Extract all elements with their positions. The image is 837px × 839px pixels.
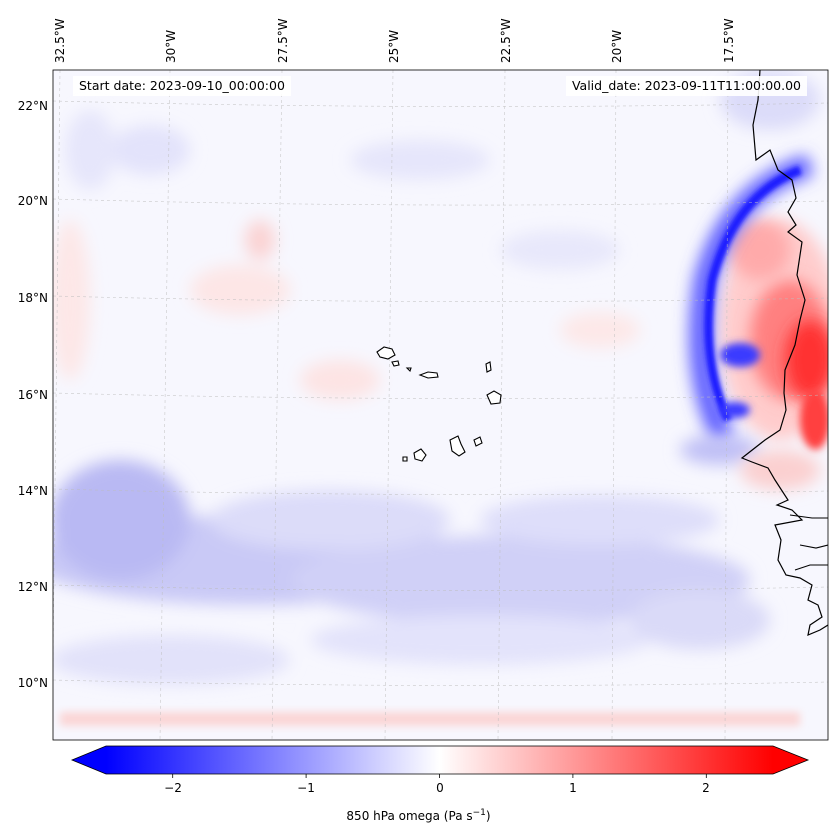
colorbar-outline xyxy=(70,745,810,775)
lon-label-17-5w: 17.5°W xyxy=(722,18,736,63)
lat-label-20n: 20°N xyxy=(17,194,48,208)
island-fogo xyxy=(413,448,427,462)
island-sal xyxy=(485,361,492,373)
island-santo-antao xyxy=(376,346,396,360)
colorbar-tick-label: 2 xyxy=(702,781,710,795)
colorbar-tick-label: −1 xyxy=(297,781,315,795)
valid-date-label: Valid_date: 2023-09-11T11:00:00.00 xyxy=(565,76,807,96)
lon-label-32-5w: 32.5°W xyxy=(53,18,67,63)
colorbar-extend-high xyxy=(773,746,808,774)
graticule xyxy=(53,70,828,740)
colorbar-tick-label: 0 xyxy=(436,781,444,795)
omega-field-coastal-system xyxy=(680,70,828,490)
island-sao-vicente xyxy=(391,360,400,367)
island-boa-vista xyxy=(486,390,502,405)
lat-label-18n: 18°N xyxy=(17,291,48,305)
coastline-detail xyxy=(789,514,828,571)
island-santa-luzia xyxy=(405,367,412,373)
colorbar-tick-label: −2 xyxy=(164,781,182,795)
colorbar-title-main: 850 hPa omega (Pa s xyxy=(346,809,473,823)
lon-label-22-5w: 22.5°W xyxy=(499,18,513,63)
lat-label-10n: 10°N xyxy=(17,676,48,690)
west-africa-coastline xyxy=(740,70,828,636)
lon-label-27-5w: 27.5°W xyxy=(276,18,290,63)
cape-verde-islands xyxy=(376,346,502,462)
lat-label-12n: 12°N xyxy=(17,580,48,594)
lat-label-14n: 14°N xyxy=(17,484,48,498)
colorbar-gradient xyxy=(106,746,773,774)
island-brava xyxy=(402,456,408,462)
omega-field-southern-strip xyxy=(60,712,800,726)
island-santiago xyxy=(449,435,466,457)
island-maio xyxy=(473,436,483,447)
island-sao-nicolau xyxy=(418,371,439,379)
lon-label-30w: 30°W xyxy=(164,29,178,63)
lon-label-20w: 20°W xyxy=(610,29,624,63)
map-frame xyxy=(52,69,829,741)
lat-label-16n: 16°N xyxy=(17,388,48,402)
start-date-label: Start date: 2023-09-10_00:00:00 xyxy=(73,76,291,96)
colorbar xyxy=(70,745,810,778)
colorbar-tick-label: 1 xyxy=(569,781,577,795)
omega-field-north xyxy=(53,110,640,400)
colorbar-title-close: ) xyxy=(485,809,491,823)
omega-field-south xyxy=(53,460,770,685)
colorbar-extend-low xyxy=(72,746,106,774)
colorbar-ticks xyxy=(172,774,707,778)
lat-label-22n: 22°N xyxy=(17,99,48,113)
colorbar-title: 850 hPa omega (Pa s−1) xyxy=(0,808,837,823)
colorbar-title-exponent: −1 xyxy=(472,808,486,818)
lon-label-25w: 25°W xyxy=(387,29,401,63)
